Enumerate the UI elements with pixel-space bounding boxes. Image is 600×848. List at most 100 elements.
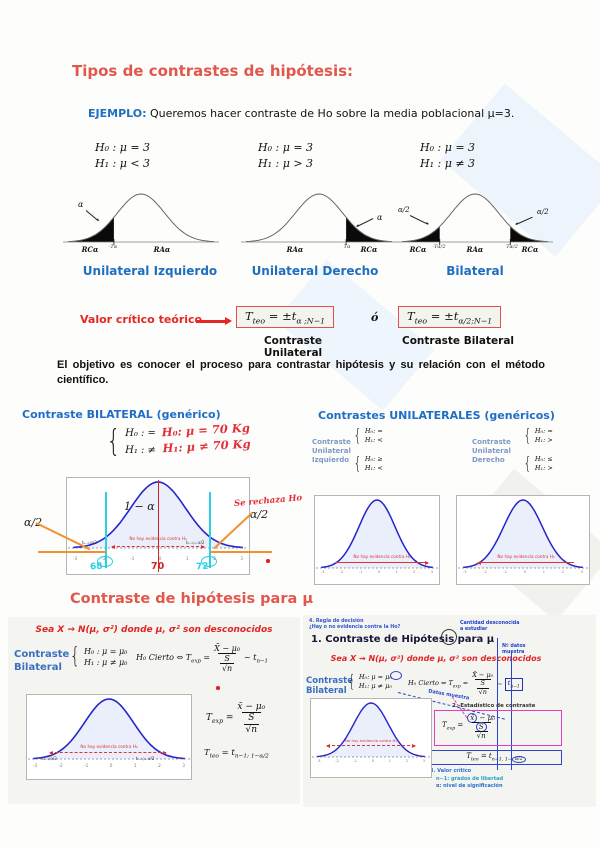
slide-mu-header: Sea X ⇝ N(μ, σ²) donde μ, σ² son descono… [35, 625, 273, 635]
example-text: Queremos hacer contraste de Ho sobre la … [150, 107, 515, 120]
hypothesis-pair-right: H₀ : μ = 3 H₁ : μ ≠ 3 [420, 141, 476, 170]
t-teo-box: Tteo = tn−1, 1− α/2 [430, 750, 562, 765]
axis-tick-label: -3 [463, 570, 467, 574]
axis-tick-label: -1 [84, 763, 89, 768]
section-title-contraste-mu: Contraste de hipótesis para μ [70, 591, 313, 607]
axis-tick-label: -3 [317, 759, 321, 763]
t-teo-formula: Tteo = tn−1; 1−α/2 [204, 748, 269, 760]
arrow-right-icon [196, 317, 232, 324]
handwritten-hypotheses: H₀: μ = 70 Kg H₁: μ ≠ 70 Kg [161, 420, 251, 456]
axis-tick-label: 2 [405, 759, 408, 763]
region-label-ra: RAα [286, 245, 304, 254]
caption-unilateral: Contraste Unilateral [263, 335, 323, 359]
critical-tick-label: Tα [343, 244, 351, 250]
no-evidence-arrow-icon [49, 750, 167, 755]
hypothesis-group: { H₀ : = H₁ : ≠ [106, 424, 156, 459]
axis-tick-label: 0 [109, 763, 113, 768]
circle-around-xbar: x̄ [467, 713, 478, 723]
nivel-significacion-note: α: nivel de significación [436, 783, 503, 789]
axis-tick-label: 1 [395, 570, 398, 574]
axis-ticks: -3 -2 -1 0 1 2 3 [317, 759, 425, 763]
alpha-half-left-handwritten: α/2 [24, 516, 43, 529]
region-label-rc-right: RCα [521, 245, 539, 254]
example-label: EJEMPLO: [88, 107, 147, 120]
region-label-ra: RAα [466, 245, 484, 254]
caption-bilateral: Contraste Bilateral [401, 335, 514, 347]
axis-tick-label: 3 [580, 570, 583, 574]
tail-critical-label-right: tₙ₋₁;₁₋α/2 [186, 540, 205, 545]
decision-rule-note: 4. Regla de decisión ¿Hay o no evidencia… [309, 619, 401, 630]
brace-icon: { [353, 426, 362, 446]
axis-tick-label: 0 [377, 570, 380, 574]
axis-tick-label: -3 [321, 570, 325, 574]
critical-value-label: Valor crítico teórico [80, 313, 203, 326]
axis-tick-label: -2 [483, 570, 487, 574]
formula-box-bilateral: Tteo = ±tα/2;N−1 [398, 306, 502, 329]
axis-tick-label: -1 [503, 570, 508, 574]
h0-cierto-formula: H₀ Cierto ⇔ Texp = X̄ − μ₀ S √n ∼ tn−1 [136, 644, 269, 674]
region-label-rc: RCα [81, 245, 99, 254]
circle-mark-72 [201, 556, 217, 567]
estadistico-box [434, 710, 562, 746]
axis-tick-label: -2 [101, 556, 106, 561]
brace-icon: { [69, 644, 81, 669]
normal-curve-plot [458, 499, 588, 569]
formula-box-unilateral: Tteo = ±tα ;N−1 [236, 306, 335, 329]
alpha-half-label-left: α/2 [398, 206, 410, 214]
hypothesis-pair-left: H₀ : μ = 3 H₁ : μ < 3 [95, 141, 151, 170]
valor-critico-note: 3. Valor crítico [430, 768, 472, 774]
page-title: Tipos de contrastes de hipótesis: [72, 62, 354, 80]
axis-tick-label: -3 [33, 763, 37, 768]
axis-tick-label: 1 [186, 556, 189, 561]
n-data-annotation: Nº datos muestra [502, 644, 526, 655]
axis-ticks: -3 -2 -1 0 1 2 3 [33, 763, 185, 768]
axis-tick-label: -2 [58, 763, 63, 768]
circle-around-alpha: α/2 [511, 756, 526, 764]
circle-around-mu [441, 629, 457, 645]
annotation-line [497, 638, 498, 770]
tail-critical-label-right: tₙ₋₁;₁₋α/2 [136, 756, 155, 761]
brace-icon: { [353, 454, 362, 474]
slide-mu-annotated-header: Sea X ⇝ N(μ, σ²) donde μ, σ² son descono… [330, 654, 542, 663]
alpha-half-label-right: α/2 [537, 208, 549, 216]
brace-icon: { [106, 424, 121, 459]
no-evidence-text: No hay evidencia contra H₀ [129, 536, 187, 541]
axis-tick-label: 3 [430, 570, 433, 574]
slide-unilaterales-title: Contrastes UNILATERALES (genéricos) [318, 409, 555, 422]
region-label-rc-left: RCα [409, 245, 427, 254]
objective-paragraph: El objetivo es conocer el proceso para c… [57, 359, 545, 386]
critical-tick-label: -Tα [108, 244, 118, 250]
grados-libertad-note: n−1: grados de libertad [436, 776, 504, 782]
t-exp-formula: Texp = x̄ − μ₀ S √n [206, 702, 266, 735]
axis-tick-label: -1 [358, 570, 363, 574]
axis-ticks: -3 -2 -1 0 1 2 3 [321, 570, 433, 574]
critical-tick-label-left: -Tα/2 [432, 244, 446, 250]
normal-curve-plot [28, 698, 190, 760]
annotation-line [511, 652, 512, 770]
axis-tick-label: -3 [73, 556, 77, 561]
label-unilateral-derecho: Contraste Unilateral Derecho [472, 438, 511, 464]
hypothesis-group: { H₀: ≤ H₁: > [523, 454, 553, 474]
no-evidence-arrow-icon [326, 743, 416, 748]
no-evidence-arrow-icon [111, 544, 205, 549]
no-evidence-arrow-icon [336, 560, 429, 565]
axis-tick-label: -1 [130, 556, 135, 561]
critical-tick-label-right: Tα/2 [506, 244, 518, 250]
circle-around-s: S [475, 722, 487, 733]
axis-tick-label: -2 [335, 759, 339, 763]
no-evidence-arrow-icon [477, 560, 574, 565]
hypothesis-group: { H₀: = H₁: > [523, 426, 553, 446]
contraste-bilateral-label: Contraste Bilateral [14, 649, 70, 673]
hypothesis-group: { H₀ : μ = μ₀ H₁ : μ ≠ μ₀ [69, 644, 128, 669]
boxed-t-distribution: tn−1 [504, 677, 523, 691]
x-value-68: 68 [89, 561, 103, 573]
axis-tick-label: -1 [353, 759, 358, 763]
diagram-name-left: Unilateral Izquierdo [82, 264, 218, 278]
axis-tick-label: 2 [213, 556, 216, 561]
axis-tick-label: 0 [523, 570, 526, 574]
axis-tick-label: 0 [371, 759, 374, 763]
axis-tick-label: 3 [240, 556, 243, 561]
axis-tick-label: 3 [422, 759, 425, 763]
center-line [158, 480, 160, 572]
